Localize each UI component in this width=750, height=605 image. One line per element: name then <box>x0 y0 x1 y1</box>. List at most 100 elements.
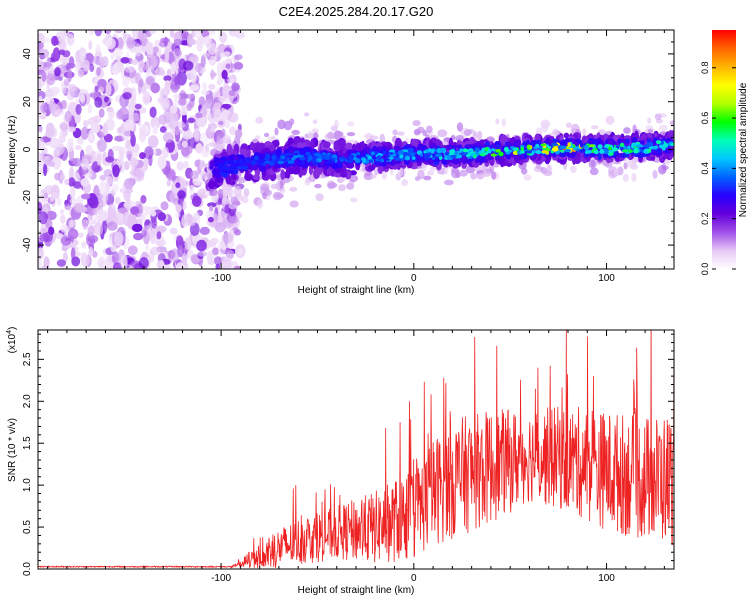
spectrogram-peak-blob <box>621 149 629 153</box>
spectrogram-noise-blob <box>94 30 103 37</box>
spectrogram-noise-blob <box>66 138 74 153</box>
spectrogram-noise-blob <box>181 252 187 266</box>
spectrogram-halo-blob <box>346 132 356 137</box>
spectrogram-noise-blob <box>38 201 43 215</box>
spectrogram-peak-blob <box>367 155 372 160</box>
spectrogram-body-blob <box>647 132 653 138</box>
spectrogram-peak-blob <box>334 157 338 161</box>
spectrogram-noise-blob <box>226 58 233 64</box>
spectrogram-noise-blob <box>60 214 66 225</box>
y-tick-label: 1.0 <box>22 478 33 492</box>
spectrogram-noise-blob <box>74 145 82 150</box>
spectrogram-peak-blob <box>435 153 443 158</box>
spectrogram-peak-blob <box>547 146 552 149</box>
spectrogram-noise-blob <box>150 210 157 217</box>
colorbar-tick-label: 0.6 <box>700 112 710 125</box>
spectrogram-noise-blob <box>96 66 101 77</box>
spectrogram-halo-blob <box>392 129 398 136</box>
spectrogram-halo-blob <box>588 159 597 169</box>
spectrogram-peak-blob <box>560 150 565 153</box>
spectrogram-noise-blob <box>48 100 57 114</box>
spectrogram-core-blob <box>607 138 613 146</box>
spectrogram-core-blob <box>568 151 576 158</box>
spectrogram-noise-blob <box>138 257 149 269</box>
spectrogram-noise-blob <box>196 37 203 52</box>
spectrogram-peak-blob <box>356 152 361 156</box>
spectrogram-halo-blob <box>605 115 615 125</box>
spectrogram-noise-blob <box>135 72 142 85</box>
spectrogram-noise-blob <box>144 146 154 160</box>
spectrogram-data <box>38 30 674 269</box>
spectrogram-noise-blob <box>182 130 193 140</box>
spectrogram-peak-blob <box>551 142 558 146</box>
spectrogram-noise-blob <box>190 68 197 84</box>
spectrogram-core-blob <box>586 140 594 145</box>
spectrogram-halo-blob <box>654 113 662 121</box>
spectrogram-noise-blob <box>207 113 219 123</box>
spectrogram-body-blob <box>318 165 323 175</box>
spectrogram-noise-blob <box>162 132 174 143</box>
spectrogram-body-blob <box>563 132 570 139</box>
spectrogram-noise-blob <box>106 175 113 186</box>
spectrogram-noise-blob <box>149 106 157 118</box>
spectrogram-noise-blob <box>40 192 50 201</box>
spectrogram-noise-blob <box>43 163 48 177</box>
spectrogram-peak-blob <box>551 147 559 152</box>
spectrogram-peak-blob <box>236 159 240 165</box>
spectrogram-noise-blob <box>215 263 221 269</box>
spectrogram-noise-blob <box>209 55 217 63</box>
spectrogram-noise-blob <box>132 30 139 40</box>
spectrogram-noise-blob <box>76 137 84 145</box>
spectrogram-body-blob <box>368 164 376 171</box>
spectrogram-noise-blob <box>165 160 171 168</box>
spectrogram-noise-blob <box>97 138 107 152</box>
spectrogram-noise-blob <box>54 172 62 181</box>
spectrogram-noise-blob <box>77 68 85 78</box>
spectrogram-noise-blob <box>191 195 202 207</box>
spectrogram-halo-blob <box>310 174 315 183</box>
spectrogram-noise-blob <box>197 188 209 199</box>
spectrogram-noise-blob <box>157 155 167 169</box>
spectrogram-noise-blob <box>107 208 117 224</box>
spectrogram-peak-blob <box>399 154 404 159</box>
spectrogram-noise-blob <box>195 112 203 119</box>
spectrogram-noise-blob <box>105 37 116 50</box>
spectrogram-noise-blob <box>225 249 235 260</box>
spectrogram-noise-blob <box>105 82 112 96</box>
spectrogram-halo-blob <box>647 128 654 134</box>
spectrogram-noise-blob <box>112 164 120 178</box>
spectrogram-noise-blob <box>92 251 98 258</box>
spectrogram-noise-blob <box>56 259 67 267</box>
spectrogram-noise-blob <box>234 31 245 39</box>
spectrogram-core-blob <box>345 162 354 169</box>
spectrogram-noise-blob <box>212 102 223 118</box>
spectrogram-noise-blob <box>160 70 166 77</box>
spectrogram-halo-blob <box>421 164 427 171</box>
spectrogram-noise-blob <box>222 51 231 57</box>
spectrogram-noise-blob <box>93 222 104 236</box>
spectrogram-noise-blob <box>99 180 107 194</box>
y-tick-label: 0.0 <box>22 562 33 576</box>
spectrogram-noise-blob <box>185 215 194 224</box>
spectrogram-noise-blob <box>163 109 171 124</box>
spectrogram-halo-blob <box>451 169 460 179</box>
spectrogram-noise-blob <box>99 174 107 181</box>
spectrogram-noise-blob <box>177 245 184 258</box>
spectrogram-peak-blob <box>611 147 618 152</box>
spectrogram-halo-blob <box>279 180 284 189</box>
spectrogram-noise-blob <box>212 247 219 256</box>
spectrogram-panel: -100 0 100 -40 -20 0 20 40 Height of straight … <box>7 29 675 296</box>
spectrogram-peak-blob <box>253 155 259 161</box>
spectrogram-halo-blob <box>476 130 483 141</box>
spectrogram-halo-blob <box>622 173 629 182</box>
spectrogram-halo-blob <box>312 119 318 124</box>
colorbar-ticks: 0.0 0.2 0.4 0.6 0.8 <box>700 61 736 275</box>
spectrogram-noise-blob <box>67 68 73 83</box>
spectrogram-noise-blob <box>98 131 105 139</box>
spectrogram-noise-blob <box>206 40 212 51</box>
spectrogram-noise-blob <box>228 90 236 97</box>
spectrogram-noise-blob <box>126 199 131 212</box>
spectrogram-halo-blob <box>495 118 500 125</box>
spectrogram-noise-blob <box>186 33 194 48</box>
spectrogram-noise-blob <box>56 197 62 207</box>
